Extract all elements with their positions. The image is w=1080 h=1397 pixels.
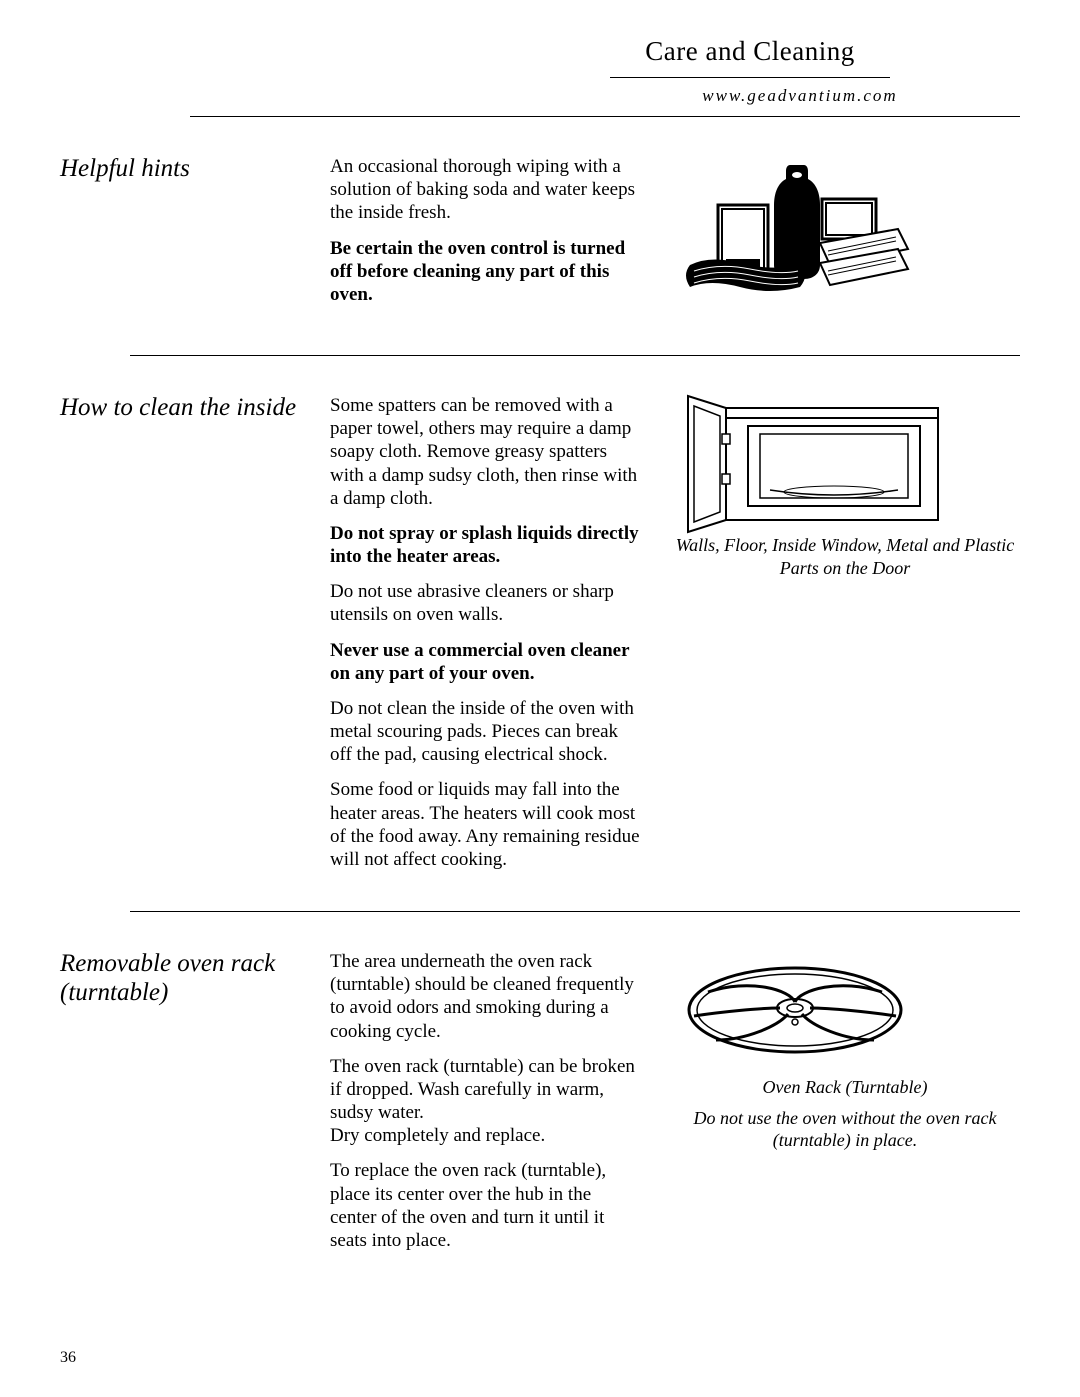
section-figure: Walls, Floor, Inside Window, Metal and P… (640, 394, 1020, 871)
section-label: How to clean the inside (60, 394, 330, 871)
section-helpful-hints: Helpful hints An occasional thorough wip… (60, 155, 1020, 315)
paragraph-bold: Be certain the oven control is turned of… (330, 237, 640, 307)
paragraph-bold: Never use a commercial oven cleaner on a… (330, 639, 640, 685)
section-rule (130, 355, 1020, 356)
page-title: Care and Cleaning (520, 36, 980, 67)
paragraph: Some spatters can be removed with a pape… (330, 394, 640, 510)
section-body: Some spatters can be removed with a pape… (330, 394, 640, 871)
page-number: 36 (60, 1349, 76, 1367)
turntable-icon (670, 950, 920, 1070)
figure-caption: Walls, Floor, Inside Window, Metal and P… (670, 534, 1020, 579)
section-label: Helpful hints (60, 155, 330, 315)
paragraph: Do not use abrasive cleaners or sharp ut… (330, 580, 640, 626)
paragraph: The area underneath the oven rack (turnt… (330, 950, 640, 1043)
section-figure (640, 155, 1020, 315)
oven-open-icon (670, 394, 950, 534)
title-rule (610, 77, 890, 78)
figure-caption-2: Do not use the oven without the oven rac… (670, 1107, 1020, 1152)
paragraph: The oven rack (turntable) can be broken … (330, 1055, 640, 1148)
paragraph-bold: Do not spray or splash liquids directly … (330, 522, 640, 568)
section-body: The area underneath the oven rack (turnt… (330, 950, 640, 1252)
page: Care and Cleaning www.geadvantium.com He… (0, 0, 1080, 1292)
page-header: Care and Cleaning www.geadvantium.com (520, 36, 980, 106)
section-oven-rack: Removable oven rack (turntable) The area… (60, 950, 1020, 1252)
paragraph: To replace the oven rack (turntable), pl… (330, 1159, 640, 1252)
section-clean-inside: How to clean the inside Some spatters ca… (60, 394, 1020, 871)
cleaning-supplies-icon (670, 155, 930, 315)
section-rule (130, 911, 1020, 912)
header-rule (190, 116, 1020, 117)
paragraph: An occasional thorough wiping with a sol… (330, 155, 640, 225)
header-url: www.geadvantium.com (620, 86, 980, 106)
paragraph: Some food or liquids may fall into the h… (330, 778, 640, 871)
figure-caption: Oven Rack (Turntable) (670, 1076, 1020, 1099)
section-label: Removable oven rack (turntable) (60, 950, 330, 1252)
section-figure: Oven Rack (Turntable) Do not use the ove… (640, 950, 1020, 1252)
section-body: An occasional thorough wiping with a sol… (330, 155, 640, 315)
paragraph: Do not clean the inside of the oven with… (330, 697, 640, 767)
